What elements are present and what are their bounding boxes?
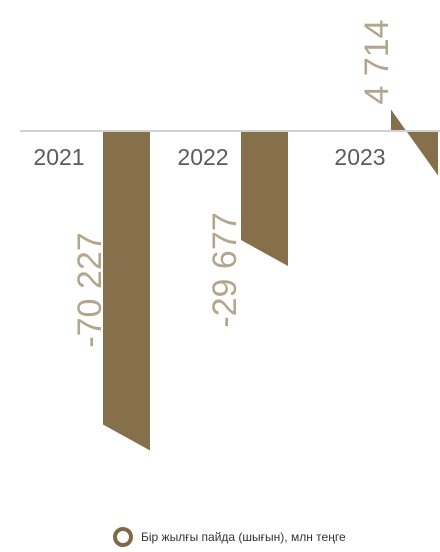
data-value-label: 4 714 [358, 19, 396, 104]
x-tick-label: 2021 [33, 144, 84, 170]
bar-2022 [241, 131, 288, 267]
bar-2021 [103, 131, 150, 451]
legend-label: Бір жылғы пайда (шығын), млн теңге [141, 530, 346, 544]
legend: Бір жылғы пайда (шығын), млн теңге [113, 527, 346, 547]
data-value-label: -70 227 [71, 232, 109, 347]
x-tick-label: 2022 [177, 144, 228, 170]
x-tick-label: 2023 [334, 144, 385, 170]
data-value-label: -29 677 [206, 212, 244, 327]
bar-2023 [391, 109, 438, 176]
legend-marker-icon [113, 527, 133, 547]
